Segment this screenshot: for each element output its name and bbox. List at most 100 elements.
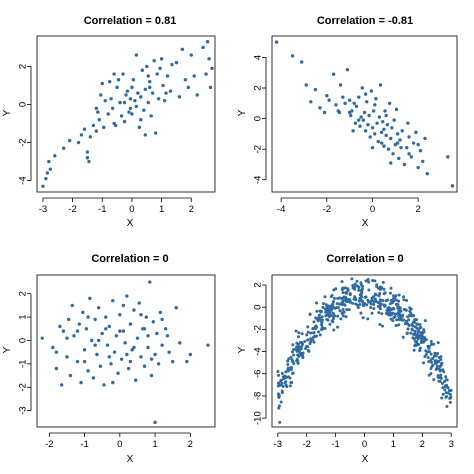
- data-point: [397, 293, 401, 297]
- y-tick-label: 2: [253, 282, 264, 287]
- data-point: [417, 343, 421, 347]
- data-point: [379, 141, 384, 145]
- data-point: [389, 298, 393, 302]
- data-point: [338, 83, 343, 87]
- data-point: [372, 306, 376, 310]
- data-point: [312, 320, 316, 324]
- data-point: [384, 133, 388, 138]
- data-point: [128, 97, 133, 101]
- data-point: [340, 312, 344, 316]
- data-point: [427, 373, 431, 377]
- data-point: [207, 57, 211, 61]
- data-point: [304, 344, 308, 348]
- data-point: [158, 310, 163, 315]
- data-point: [85, 156, 90, 160]
- data-point: [107, 79, 112, 84]
- data-point: [189, 53, 193, 57]
- data-point: [86, 315, 90, 319]
- data-point: [418, 346, 422, 350]
- y-tick-label: -2: [18, 383, 29, 391]
- data-point: [332, 297, 336, 301]
- data-point: [395, 141, 400, 145]
- y-tick-label: 2: [18, 64, 29, 69]
- y-tick-label: 0: [253, 116, 264, 121]
- data-point: [359, 115, 363, 119]
- data-point: [40, 336, 44, 340]
- data-point: [359, 295, 363, 299]
- data-point: [383, 291, 387, 295]
- data-point: [359, 292, 363, 296]
- data-point: [447, 389, 451, 393]
- data-point: [438, 379, 442, 383]
- data-point: [427, 360, 431, 364]
- data-point: [308, 312, 312, 316]
- data-point: [391, 311, 395, 315]
- data-point: [414, 130, 418, 135]
- data-point: [374, 293, 378, 297]
- data-point: [314, 324, 318, 328]
- data-point: [139, 118, 143, 122]
- data-point: [156, 97, 161, 101]
- x-tick-label: 1: [159, 204, 164, 215]
- data-point: [369, 305, 373, 309]
- data-point: [112, 350, 117, 354]
- data-point: [407, 135, 411, 139]
- y-axis-label: Y: [2, 346, 13, 353]
- data-point: [127, 110, 131, 114]
- data-point: [163, 327, 168, 331]
- data-point: [280, 389, 284, 393]
- data-point: [410, 328, 414, 332]
- data-point: [149, 357, 154, 361]
- data-point: [282, 377, 286, 381]
- data-point: [334, 287, 338, 291]
- data-point: [133, 378, 138, 382]
- data-point: [364, 279, 368, 283]
- data-point: [401, 313, 405, 317]
- data-point: [353, 282, 357, 286]
- data-point: [67, 317, 71, 322]
- data-point: [413, 344, 417, 348]
- data-point: [185, 359, 189, 364]
- data-point: [174, 306, 178, 310]
- data-point: [389, 317, 393, 321]
- data-point: [392, 299, 396, 303]
- data-point: [367, 288, 371, 292]
- x-axis-label: X: [127, 454, 134, 465]
- data-point: [378, 298, 382, 302]
- data-point: [104, 315, 108, 319]
- data-point: [419, 336, 423, 340]
- data-point: [411, 320, 415, 324]
- data-point: [139, 313, 143, 317]
- data-point: [363, 295, 367, 299]
- data-point: [384, 113, 388, 118]
- data-point: [125, 89, 130, 93]
- data-point: [59, 383, 64, 387]
- data-point: [177, 95, 182, 99]
- data-point: [378, 305, 382, 309]
- data-point: [312, 335, 316, 339]
- y-tick-label: 0: [18, 338, 29, 343]
- data-point: [152, 59, 156, 63]
- x-tick-label: 2: [416, 204, 421, 215]
- data-point: [351, 286, 355, 290]
- data-point: [289, 355, 293, 359]
- data-point: [370, 145, 375, 150]
- data-point: [439, 358, 443, 362]
- data-point: [440, 361, 444, 365]
- data-point: [398, 138, 402, 142]
- data-point: [132, 345, 136, 350]
- data-point: [309, 331, 313, 335]
- data-point: [105, 343, 110, 347]
- data-point: [397, 323, 401, 327]
- data-point: [122, 119, 127, 124]
- data-point: [382, 287, 386, 291]
- data-point: [284, 370, 288, 374]
- data-point: [280, 381, 284, 385]
- data-point: [442, 370, 446, 374]
- data-point: [299, 60, 304, 64]
- data-point: [419, 325, 423, 329]
- data-point: [380, 324, 384, 328]
- data-point: [386, 298, 390, 302]
- data-point: [381, 280, 385, 284]
- data-point: [86, 369, 90, 373]
